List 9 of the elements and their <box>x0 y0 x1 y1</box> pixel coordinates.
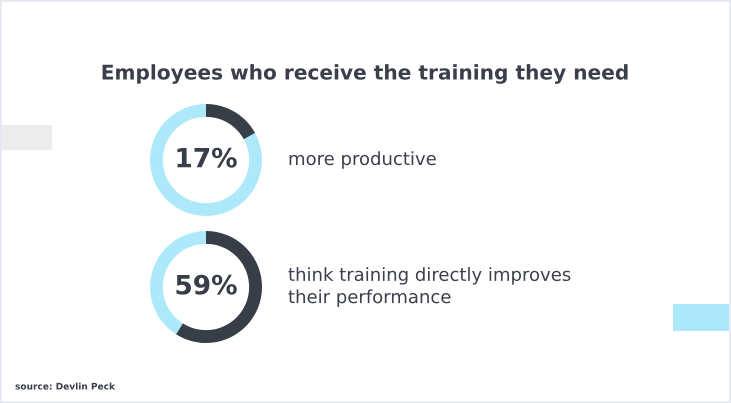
source-note: source: Devlin Peck <box>15 382 116 390</box>
donut-slice <box>176 231 262 343</box>
donut-slice <box>206 104 256 140</box>
data-label: 17% <box>177 148 237 168</box>
donut-slice <box>150 104 262 216</box>
text: more productive <box>290 151 436 169</box>
text: Employees who receive the training they need <box>102 64 628 84</box>
text: think training directly improves their performance <box>288 267 570 307</box>
data-label: 59% <box>176 274 237 295</box>
